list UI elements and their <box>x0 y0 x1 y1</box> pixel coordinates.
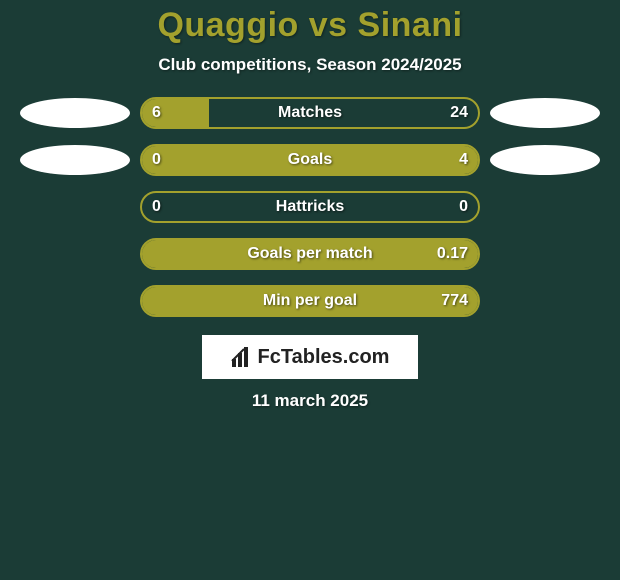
source-logo-text: FcTables.com <box>231 346 390 369</box>
footer-date: 11 march 2025 <box>0 391 620 411</box>
stat-right-value: 0.17 <box>437 245 468 263</box>
player-right-marker <box>490 145 600 175</box>
stat-right-value: 774 <box>441 292 468 310</box>
stat-label: Matches <box>278 104 342 122</box>
stat-right-value: 4 <box>459 151 468 169</box>
stat-left-value: 0 <box>152 198 161 216</box>
stat-bar: Min per goal 774 <box>140 285 480 317</box>
player-left-marker <box>20 98 130 128</box>
page-subtitle: Club competitions, Season 2024/2025 <box>0 55 620 75</box>
stat-bar: Goals per match 0.17 <box>140 238 480 270</box>
stat-bar: 0 Goals 4 <box>140 144 480 176</box>
bars-icon <box>231 347 253 367</box>
stat-right-value: 0 <box>459 198 468 216</box>
stat-row: Goals per match 0.17 <box>0 238 620 270</box>
stat-row: 0 Goals 4 <box>0 144 620 176</box>
stat-label: Goals per match <box>247 245 372 263</box>
stat-bar: 0 Hattricks 0 <box>140 191 480 223</box>
logo-label: FcTables.com <box>258 346 390 369</box>
player-left-marker <box>20 145 130 175</box>
stat-bar: 6 Matches 24 <box>140 97 480 129</box>
player-right-marker <box>490 98 600 128</box>
stat-left-value: 0 <box>152 151 161 169</box>
source-logo[interactable]: FcTables.com <box>202 335 418 379</box>
comparison-panel: Quaggio vs Sinani Club competitions, Sea… <box>0 0 620 411</box>
stat-label: Goals <box>288 151 332 169</box>
stat-label: Hattricks <box>276 198 344 216</box>
stat-row: 0 Hattricks 0 <box>0 191 620 223</box>
stat-row: 6 Matches 24 <box>0 97 620 129</box>
page-title: Quaggio vs Sinani <box>0 6 620 45</box>
stats-list: 6 Matches 24 0 Goals 4 0 Hattricks 0 Goals per ma… <box>0 97 620 317</box>
stat-left-value: 6 <box>152 104 161 122</box>
stat-label: Min per goal <box>263 292 357 310</box>
stat-right-value: 24 <box>450 104 468 122</box>
stat-row: Min per goal 774 <box>0 285 620 317</box>
